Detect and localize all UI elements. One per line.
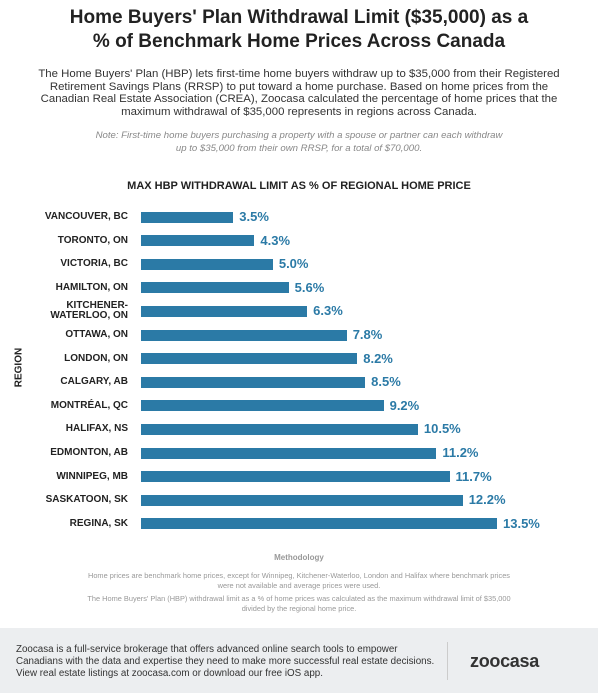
divider: [447, 642, 448, 680]
value-label: 10.5%: [423, 421, 461, 437]
value-label: 9.2%: [389, 397, 420, 413]
bar: [141, 447, 437, 459]
category-label: LONDON, ON: [64, 352, 128, 364]
category-label: CALGARY, AB: [60, 376, 128, 388]
category-label: KITCHENER-WATERLOO, ON: [50, 300, 128, 322]
note: Note: First-time home buyers purchasing …: [95, 130, 503, 154]
category-label: REGINA, SK: [69, 517, 128, 529]
value-label: 4.3%: [260, 232, 291, 248]
category-label: OTTAWA, ON: [65, 329, 128, 340]
methodology-heading: Methodology: [274, 553, 324, 562]
subtitle: The Home Buyers' Plan (HBP) lets first-t…: [38, 68, 560, 118]
footer: [0, 628, 598, 693]
methodology-text: The Home Buyers' Plan (HBP) withdrawal l…: [87, 594, 511, 613]
bar: [141, 282, 289, 294]
bar: [141, 494, 463, 506]
value-label: 13.5%: [503, 515, 540, 531]
bar: [141, 329, 347, 341]
footer-text: Zoocasa is a full-service brokerage that…: [16, 644, 435, 679]
bar: [141, 518, 497, 530]
title: Home Buyers' Plan Withdrawal Limit ($35,…: [69, 7, 529, 52]
value-label: 8.5%: [371, 374, 401, 390]
bar: [141, 376, 366, 388]
bar: [141, 211, 234, 223]
methodology-text: Home prices are benchmark home prices, e…: [87, 571, 510, 590]
bar: [141, 353, 358, 365]
value-label: 11.7%: [455, 468, 492, 484]
category-label: VANCOUVER, BC: [44, 211, 128, 222]
category-label: VICTORIA, BC: [60, 258, 128, 270]
category-label: SASKATOON, SK: [45, 494, 128, 506]
chart-title: MAX HBP WITHDRAWAL LIMIT AS % OF REGIONA…: [127, 180, 471, 192]
value-label: 6.3%: [313, 303, 343, 319]
bar: [141, 423, 418, 435]
bar: [141, 235, 255, 247]
value-label: 11.2%: [442, 445, 479, 460]
y-axis-label: REGION: [13, 347, 25, 388]
bar: [141, 471, 450, 483]
logo: zoocasa: [470, 651, 539, 671]
category-label: WINNIPEG, MB: [56, 470, 128, 482]
value-label: 3.5%: [239, 209, 269, 224]
bar: [141, 400, 384, 412]
value-label: 5.6%: [294, 279, 325, 295]
bar: [141, 258, 273, 270]
value-label: 8.2%: [363, 350, 393, 366]
category-label: MONTRÉAL, QC: [50, 399, 128, 411]
value-label: 5.0%: [278, 256, 309, 272]
category-label: EDMONTON, AB: [50, 447, 128, 458]
category-label: HAMILTON, ON: [55, 281, 128, 293]
bar: [141, 305, 308, 317]
value-label: 7.8%: [352, 327, 383, 342]
category-label: HALIFAX, NS: [65, 423, 128, 435]
value-label: 12.2%: [468, 492, 506, 508]
category-label: TORONTO, ON: [57, 234, 128, 246]
